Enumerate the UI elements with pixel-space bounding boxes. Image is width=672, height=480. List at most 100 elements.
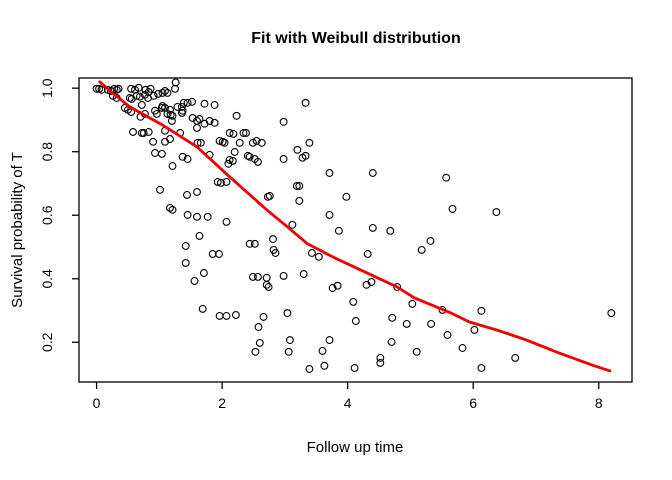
data-point: [376, 358, 385, 367]
data-point: [295, 196, 304, 205]
x-tick-label: 4: [344, 395, 352, 411]
data-point: [200, 119, 209, 128]
data-point: [417, 245, 426, 254]
data-point: [376, 353, 385, 362]
data-point: [334, 226, 343, 235]
data-point: [171, 84, 179, 93]
data-point: [178, 106, 187, 115]
data-point: [333, 281, 342, 290]
x-tick-label: 2: [218, 395, 226, 411]
x-axis-label: Follow up time: [307, 439, 404, 456]
data-point: [314, 252, 323, 261]
data-point: [183, 210, 192, 219]
data-point: [292, 182, 301, 190]
data-point: [307, 249, 316, 257]
data-point: [215, 250, 223, 258]
data-point: [139, 129, 148, 137]
data-point: [210, 101, 219, 109]
data-point: [134, 83, 143, 92]
data-point: [393, 283, 402, 291]
data-point: [222, 177, 231, 186]
data-point: [190, 277, 199, 285]
scatter-points: [92, 78, 616, 373]
data-point: [328, 284, 337, 292]
data-point: [149, 137, 158, 146]
data-point: [203, 212, 212, 221]
data-point: [193, 188, 201, 196]
data-point: [264, 283, 273, 291]
data-point: [171, 78, 180, 87]
data-point: [254, 323, 263, 331]
y-axis-label: Survival probability of T: [9, 152, 26, 308]
data-point: [293, 145, 302, 154]
data-point: [230, 148, 239, 156]
data-point: [351, 317, 360, 325]
data-point: [284, 347, 293, 356]
data-point: [127, 84, 136, 93]
y-axis: 0.2 0.4 0.6 0.8 1.0: [39, 78, 79, 352]
data-point: [239, 129, 248, 137]
data-point: [144, 128, 153, 136]
data-point: [245, 152, 254, 161]
data-point: [387, 338, 396, 346]
data-point: [179, 98, 188, 107]
data-point: [112, 85, 121, 94]
data-point: [216, 178, 225, 187]
data-point: [279, 271, 288, 280]
data-point: [146, 84, 155, 93]
data-point: [163, 88, 172, 97]
data-point: [349, 297, 358, 306]
y-tick-label: 0.2: [39, 332, 55, 352]
data-point: [157, 149, 166, 158]
data-point: [255, 338, 264, 347]
data-point: [412, 347, 421, 356]
data-point: [259, 312, 268, 321]
data-point: [183, 190, 191, 199]
data-point: [250, 155, 259, 163]
data-point: [245, 239, 254, 248]
data-point: [262, 273, 271, 282]
x-tick-label: 8: [595, 395, 603, 411]
data-point: [215, 136, 224, 145]
data-point: [137, 101, 146, 109]
data-point: [257, 138, 266, 147]
data-point: [242, 129, 250, 137]
data-point: [222, 217, 231, 226]
data-point: [195, 115, 204, 123]
data-point: [132, 91, 141, 100]
data-point: [368, 169, 377, 177]
data-point: [367, 277, 376, 286]
data-point: [251, 347, 260, 356]
data-point: [388, 313, 397, 322]
data-point: [248, 272, 257, 281]
data-point: [235, 138, 244, 147]
data-point: [222, 311, 231, 320]
data-point: [288, 220, 297, 229]
data-point: [210, 118, 219, 127]
data-point: [253, 272, 262, 281]
data-point: [198, 304, 207, 313]
data-point: [426, 237, 435, 245]
y-tick-label: 0.8: [39, 142, 55, 162]
data-point: [156, 185, 164, 194]
data-point: [368, 223, 377, 232]
data-point: [161, 87, 169, 95]
data-point: [154, 89, 163, 98]
y-tick-label: 1.0: [39, 78, 55, 98]
data-point: [166, 203, 174, 212]
data-point: [200, 99, 209, 108]
data-point: [262, 280, 271, 289]
data-point: [135, 92, 144, 101]
data-point: [158, 88, 167, 97]
data-point: [458, 344, 467, 352]
y-tick-label: 0.4: [39, 269, 55, 289]
data-point: [252, 136, 261, 145]
data-point: [193, 123, 201, 132]
data-point: [157, 103, 166, 112]
data-point: [477, 364, 486, 372]
x-tick-label: 6: [469, 395, 477, 411]
data-point: [225, 156, 234, 164]
data-point: [350, 364, 359, 372]
